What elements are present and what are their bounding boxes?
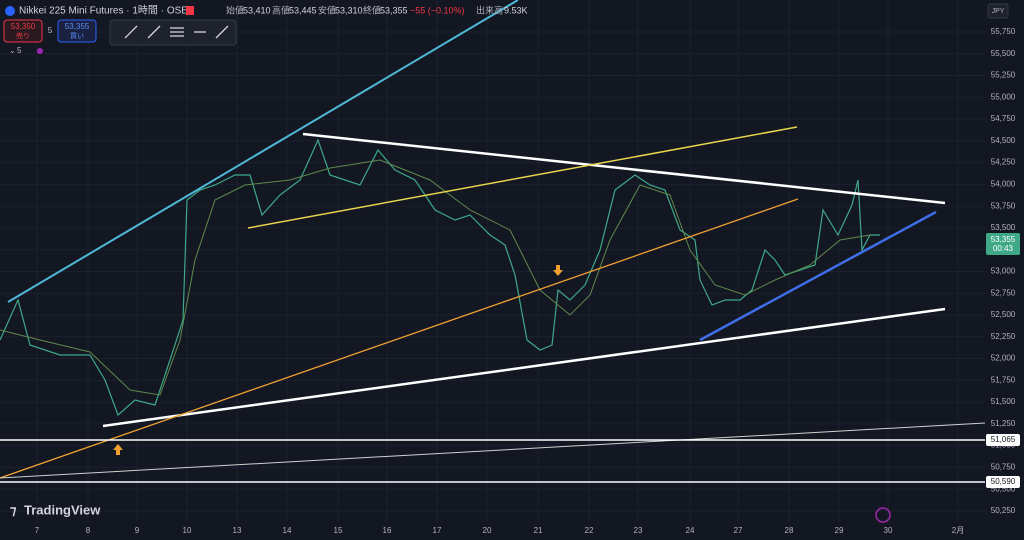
price-label: 54,500 [991,136,1016,145]
time-label: 10 [183,526,192,535]
countdown: 00:43 [993,244,1014,253]
price-label: 55,000 [991,92,1016,101]
time-label: 9 [135,526,140,535]
time-label: 24 [686,526,695,535]
level-badge [986,476,1020,488]
change: −55 (−0.10%) [410,5,465,15]
brand: TradingView [24,502,101,517]
price-label: 54,250 [991,158,1016,167]
spread: 5 [48,26,53,35]
sell-price: 53,350 [11,22,36,31]
time-label: 15 [334,526,343,535]
value: 53,445 [289,5,317,15]
trend-line [7,0,519,303]
time-label: 28 [785,526,794,535]
value: 9.53K [504,5,528,15]
time-label: 2月 [952,526,964,535]
price-label: 50,500 [991,484,1016,493]
price-axis [985,0,1024,540]
label: 安値 [318,4,336,15]
value: 53,410 [243,5,271,15]
trend-line [0,422,986,479]
price-label: 53,000 [991,267,1016,276]
value: 53,355 [380,5,408,15]
brand-logo: ⁊ [10,502,17,517]
price-label: 54,000 [991,179,1016,188]
price-label: 50,750 [991,463,1016,472]
time-label: 7 [35,526,40,535]
flag [186,6,194,15]
trend-line [302,132,946,205]
price-label: 52,500 [991,310,1016,319]
currency: JPY [992,8,1005,15]
time-label: 8 [86,526,91,535]
toolbar-icons [124,25,229,39]
time-label: 13 [233,526,242,535]
arrow-down [553,265,563,276]
arrow-up [113,444,123,455]
replay-icon[interactable] [875,507,891,523]
time-label: 16 [383,526,392,535]
time-label: 30 [884,526,893,535]
time-label: 23 [634,526,643,535]
buy-price: 53,355 [65,22,90,31]
price-label: 55,500 [991,49,1016,58]
time-label: 14 [283,526,292,535]
sell-label: 売り [16,31,30,40]
buy-button[interactable] [57,19,97,43]
time-label: 17 [433,526,442,535]
sell-button[interactable] [3,19,43,43]
price-label: 52,000 [991,354,1016,363]
price-label: 51,250 [991,419,1016,428]
price-label: 52,750 [991,288,1016,297]
time-label: 20 [483,526,492,535]
indicator-arrow: ⌄ [9,46,16,55]
price-label: 55,750 [991,27,1016,36]
last-price: 53,355 [991,235,1016,244]
label: 始値 [226,4,244,15]
level: 50,590 [991,477,1016,486]
time-label: 21 [534,526,543,535]
level: 51,065 [991,435,1016,444]
currency-button[interactable] [987,3,1009,19]
trend-line [247,126,798,229]
price-label: 53,500 [991,223,1016,232]
trend-line [0,198,799,479]
price-label: 52,250 [991,332,1016,341]
logo [5,6,15,16]
time-label: 29 [835,526,844,535]
price-line [0,138,880,417]
level-badge [986,434,1020,446]
trend-line [699,210,937,342]
price-label: 51,500 [991,397,1016,406]
price-label: 55,250 [991,71,1016,80]
value: 53,310 [335,5,363,15]
price-label: 53,750 [991,201,1016,210]
label: 終値 [363,4,381,15]
indicator-dot [37,48,43,54]
price-label: 50,250 [991,506,1016,515]
indicator: 5 [17,46,22,55]
price-label: 54,750 [991,114,1016,123]
time-label: 22 [585,526,594,535]
buy-label: 買い [70,32,84,40]
label: 出来高 [476,4,503,15]
price-label: 51,750 [991,375,1016,384]
last-price-badge [986,233,1020,255]
grid [0,0,985,522]
label: 高値 [272,4,290,15]
moving-average [0,159,871,396]
symbol: Nikkei 225 Mini Futures · 1時間 · OSE [19,5,188,17]
time-label: 27 [734,526,743,535]
trend-line [102,307,946,428]
